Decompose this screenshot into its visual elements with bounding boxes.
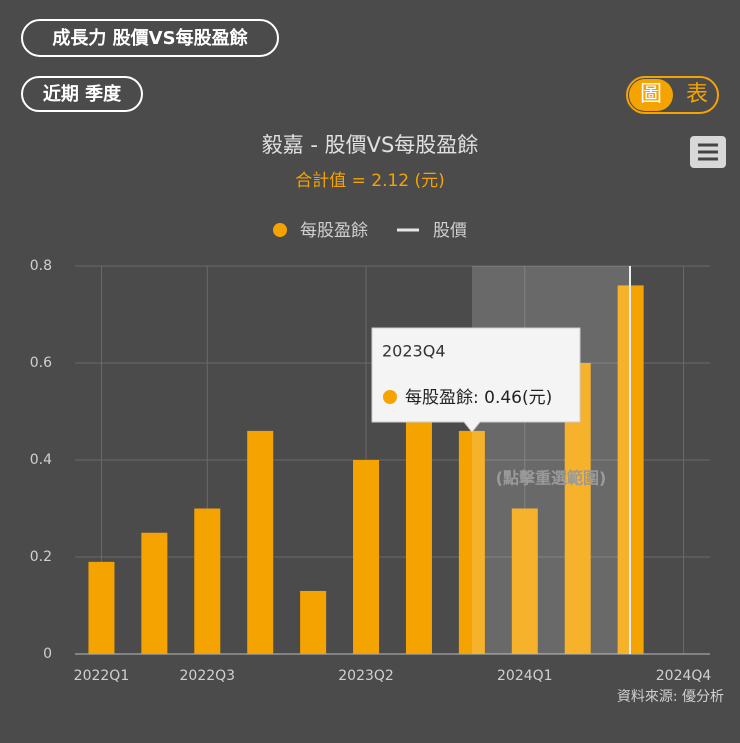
bar bbox=[194, 508, 221, 654]
growth-button[interactable] bbox=[21, 19, 279, 57]
y-tick-label: 0.6 bbox=[30, 355, 52, 371]
bar bbox=[353, 460, 380, 654]
toggle-table[interactable]: 表 bbox=[686, 82, 708, 107]
legend-label: 股價 bbox=[433, 221, 467, 241]
selection-area bbox=[472, 266, 630, 654]
menu-icon bbox=[698, 143, 718, 161]
period-button-label[interactable]: 近期 季度 bbox=[43, 83, 122, 105]
tooltip-text: 每股盈餘: 0.46(元) bbox=[405, 388, 552, 408]
legend-marker bbox=[273, 223, 287, 237]
x-tick-label: 2022Q3 bbox=[180, 668, 236, 684]
x-tick-label: 2022Q1 bbox=[74, 668, 130, 684]
y-tick-label: 0.2 bbox=[30, 549, 52, 565]
tooltip-marker bbox=[383, 390, 397, 404]
y-tick-label: 0.4 bbox=[30, 452, 52, 468]
bar bbox=[300, 590, 327, 654]
y-tick-label: 0 bbox=[43, 646, 52, 662]
bar bbox=[511, 508, 538, 654]
tooltip-title: 2023Q4 bbox=[382, 342, 446, 361]
toggle-chart[interactable]: 圖 bbox=[640, 82, 662, 107]
y-tick-label: 0.8 bbox=[30, 258, 52, 274]
source: 資料來源: 優分析 bbox=[617, 689, 724, 705]
tooltip-box bbox=[371, 327, 581, 433]
toggle-active bbox=[629, 79, 673, 111]
bar bbox=[141, 532, 168, 654]
x-tick-label: 2024Q1 bbox=[497, 668, 553, 684]
chart-subtitle: 合計值 = 2.12 (元) bbox=[295, 171, 445, 191]
bar bbox=[458, 430, 485, 654]
legend-label: 每股盈餘 bbox=[300, 221, 368, 241]
bar bbox=[247, 430, 274, 654]
growth-button-label[interactable]: 成長力 股價VS每股盈餘 bbox=[52, 27, 248, 49]
bar bbox=[405, 377, 432, 654]
view-toggle[interactable] bbox=[626, 76, 719, 114]
period-button[interactable] bbox=[21, 76, 143, 112]
x-tick-label: 2024Q4 bbox=[656, 668, 712, 684]
bar bbox=[88, 561, 115, 654]
x-tick-label: 2023Q2 bbox=[338, 668, 394, 684]
selection-note: (點擊重選範圍) bbox=[496, 469, 607, 488]
chart-title: 毅嘉 - 股價VS每股盈餘 bbox=[262, 133, 479, 157]
